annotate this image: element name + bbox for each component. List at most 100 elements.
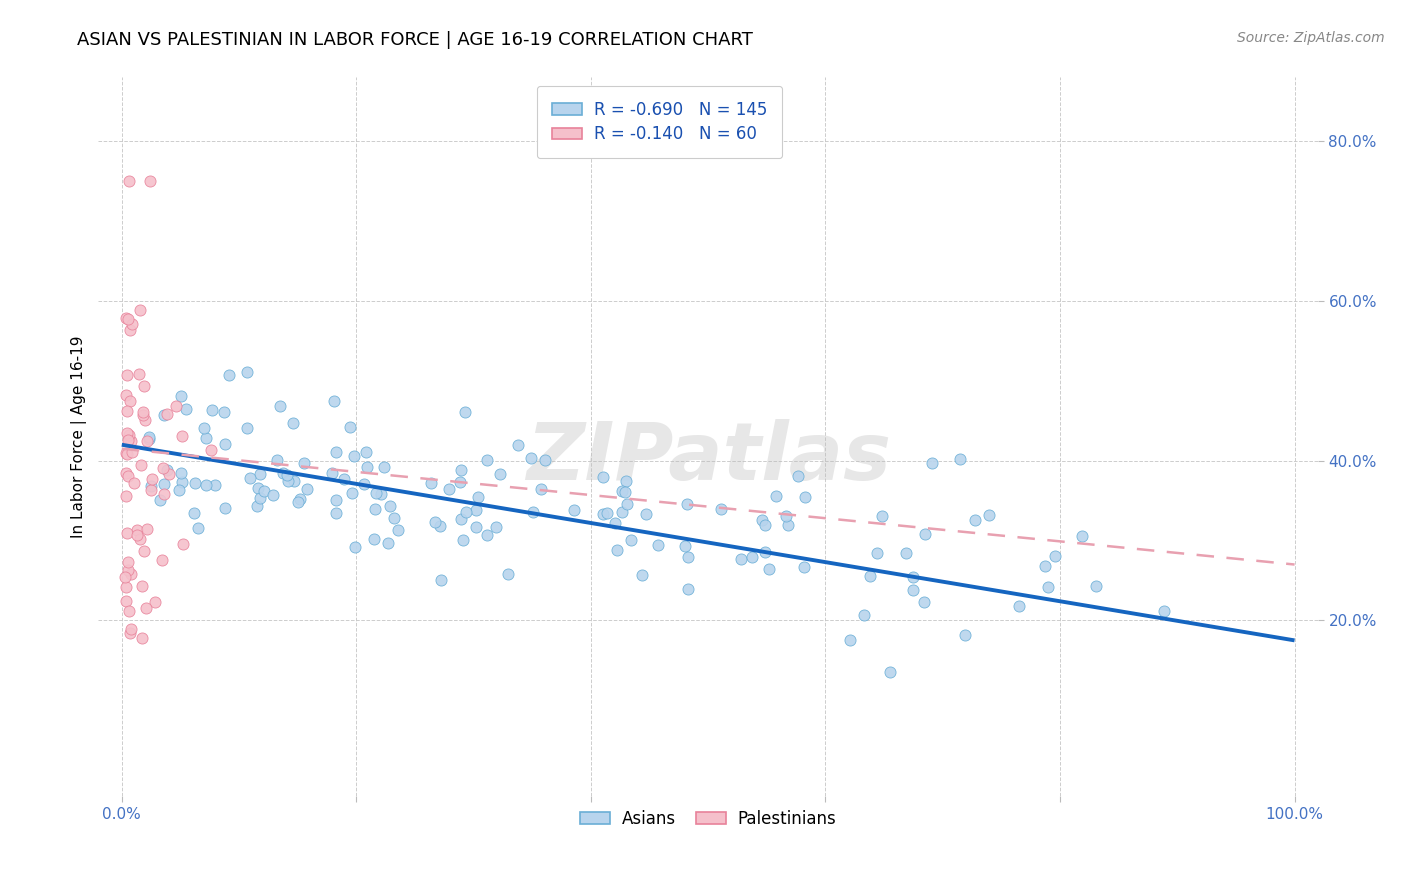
Point — [120, 434, 142, 448]
Point — [117, 469, 139, 483]
Point — [235, 365, 257, 379]
Point — [214, 437, 236, 451]
Point — [914, 527, 936, 541]
Point — [765, 489, 787, 503]
Point — [1008, 599, 1031, 613]
Point — [730, 552, 752, 566]
Point — [246, 481, 269, 495]
Point — [115, 467, 138, 481]
Point — [754, 518, 776, 533]
Point — [249, 491, 271, 505]
Point — [382, 511, 405, 525]
Point — [281, 417, 304, 431]
Point — [377, 536, 399, 550]
Point — [262, 488, 284, 502]
Point — [212, 405, 235, 419]
Point — [114, 581, 136, 595]
Point — [776, 518, 799, 533]
Point — [269, 399, 291, 413]
Point — [475, 452, 498, 467]
Text: Source: ZipAtlas.com: Source: ZipAtlas.com — [1237, 31, 1385, 45]
Point — [1043, 549, 1066, 563]
Point — [292, 456, 315, 470]
Point — [1036, 580, 1059, 594]
Point — [858, 569, 880, 583]
Point — [201, 403, 224, 417]
Point — [165, 399, 187, 413]
Point — [114, 570, 136, 584]
Point — [149, 492, 172, 507]
Point — [115, 446, 138, 460]
Point — [157, 467, 180, 482]
Point — [156, 463, 179, 477]
Point — [214, 501, 236, 516]
Point — [423, 516, 446, 530]
Point — [754, 545, 776, 559]
Point — [363, 501, 385, 516]
Point — [373, 460, 395, 475]
Point — [183, 475, 205, 490]
Point — [287, 495, 309, 509]
Point — [450, 462, 472, 476]
Point — [325, 506, 347, 520]
Point — [620, 533, 643, 548]
Point — [114, 593, 136, 607]
Point — [485, 520, 508, 534]
Point — [246, 499, 269, 513]
Point — [529, 483, 551, 497]
Point — [839, 632, 862, 647]
Point — [1084, 578, 1107, 592]
Point — [117, 555, 139, 569]
Point — [870, 509, 893, 524]
Point — [125, 528, 148, 542]
Legend: Asians, Palestinians: Asians, Palestinians — [574, 803, 844, 835]
Point — [134, 413, 156, 427]
Point — [170, 389, 193, 403]
Point — [429, 574, 451, 588]
Point — [288, 491, 311, 506]
Point — [167, 483, 190, 497]
Point — [464, 503, 486, 517]
Point — [634, 507, 657, 521]
Point — [156, 407, 179, 421]
Point — [141, 473, 163, 487]
Point — [647, 538, 669, 552]
Point — [118, 393, 141, 408]
Point — [451, 533, 474, 547]
Point — [340, 485, 363, 500]
Point — [614, 484, 637, 499]
Point — [1033, 558, 1056, 573]
Point — [128, 367, 150, 381]
Point — [143, 595, 166, 609]
Point — [115, 447, 138, 461]
Point — [114, 388, 136, 402]
Point — [195, 431, 218, 445]
Point — [592, 469, 614, 483]
Point — [953, 628, 976, 642]
Point — [853, 608, 876, 623]
Point — [344, 540, 367, 554]
Point — [793, 560, 815, 574]
Point — [115, 311, 138, 326]
Point — [283, 474, 305, 488]
Point — [131, 405, 153, 419]
Point — [676, 549, 699, 564]
Point — [136, 434, 159, 449]
Point — [129, 458, 152, 473]
Point — [449, 475, 471, 490]
Point — [354, 444, 377, 458]
Point — [249, 467, 271, 481]
Point — [1153, 604, 1175, 618]
Point — [117, 564, 139, 578]
Point — [450, 512, 472, 526]
Point — [520, 450, 543, 465]
Point — [488, 467, 510, 482]
Point — [675, 539, 697, 553]
Point — [894, 546, 917, 560]
Point — [183, 506, 205, 520]
Point — [865, 546, 887, 560]
Point — [758, 562, 780, 576]
Point — [370, 487, 392, 501]
Point — [118, 428, 141, 442]
Point — [120, 567, 142, 582]
